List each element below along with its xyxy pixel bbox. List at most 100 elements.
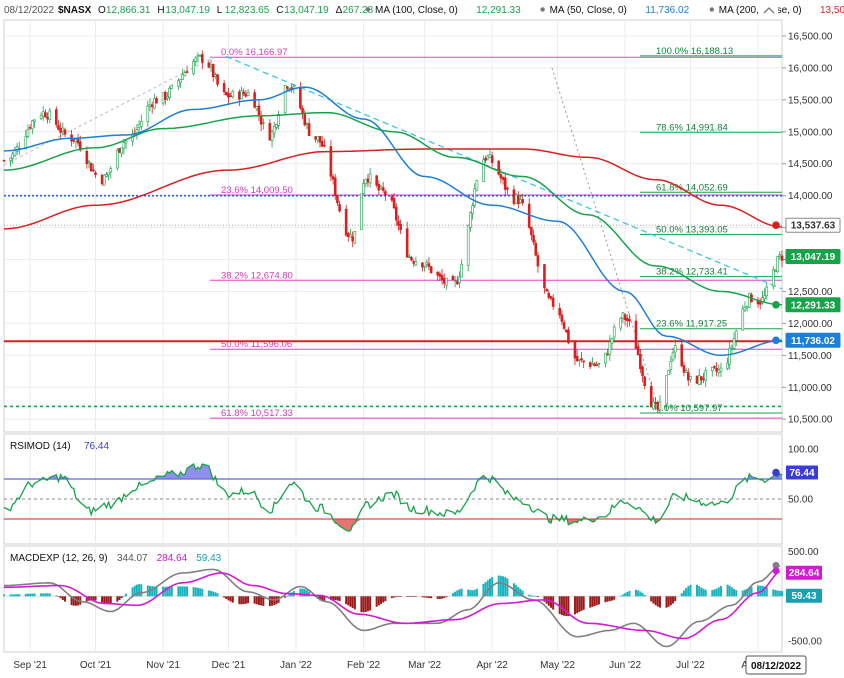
candle-body [519, 199, 522, 204]
candle-body [153, 98, 156, 109]
macd-histogram-bar [308, 591, 311, 597]
moving-average-line-0 [3, 148, 783, 230]
macd-histogram-bar [92, 596, 95, 601]
macd-histogram-bar [286, 595, 289, 597]
macd-histogram-bar [717, 587, 720, 597]
candle-body [682, 365, 686, 373]
candle-body [704, 370, 708, 381]
macd-histogram-bar [621, 594, 624, 597]
rsi-tag [786, 465, 818, 480]
candle-body [549, 296, 553, 299]
candle-body [778, 254, 782, 257]
macd-histogram-bar [689, 584, 692, 597]
price-layer: 0.0% 16,166.97 23.6% 14,009.50 38.2% 12,67… [2, 46, 841, 419]
study-label-0: MA (100, Close, 0) [375, 5, 458, 16]
candle-body [547, 292, 551, 298]
macd-tag-0 [786, 565, 822, 580]
macd-histogram-bar [454, 591, 457, 597]
macd-histogram-bar [186, 586, 189, 597]
macd-histogram-bar [216, 593, 219, 597]
candle-body [625, 318, 629, 322]
fib-left-label-2: 38.2% 12,674.80 [221, 270, 293, 281]
macd-histogram-bar [543, 596, 546, 602]
price-tick-label-5: 14,000.00 [788, 191, 833, 202]
candle-body [719, 367, 723, 372]
candle-body [177, 80, 180, 87]
candle-body [347, 233, 350, 237]
macd-histogram-bar [135, 584, 138, 597]
macd-histogram-bar [242, 596, 245, 605]
x-tick-label-3: Dec '21 [212, 660, 246, 671]
macd-histogram-bar [467, 589, 470, 597]
macd-histogram-bar [687, 586, 690, 597]
macd-histogram-bar [207, 590, 210, 597]
macd-histogram-bar [774, 590, 777, 597]
price-tag-1 [785, 249, 841, 265]
fib-right-label-3: 50.0% 13,393.05 [656, 224, 728, 235]
rsi-title: RSIMOD (14) 76.44 [10, 441, 109, 452]
candle-body [771, 269, 775, 287]
fib-right-label-0: 100.0% 16,188.13 [656, 46, 733, 57]
macd-histogram-bar [704, 589, 707, 597]
candle-body [148, 104, 152, 107]
candle-body [375, 175, 378, 186]
macd-histogram-bar [608, 596, 611, 602]
candle-body [318, 136, 322, 143]
candle-body [686, 372, 690, 381]
candle-body [397, 220, 400, 226]
candle-body [564, 329, 568, 332]
header-ohlc-value-3: 13,047.19 [284, 5, 329, 16]
header-date: 08/12/2022 [4, 5, 54, 16]
macd-title-value-1: 284.64 [157, 553, 188, 564]
price-tag-dot-0 [772, 221, 780, 229]
chevron-up-icon[interactable] [760, 2, 778, 18]
macd-histogram-bar [140, 584, 143, 597]
candle-body [146, 105, 150, 122]
candle-body [765, 286, 769, 297]
candle-body [244, 93, 248, 97]
macd-histogram-bar [382, 596, 385, 603]
candle-body [639, 354, 642, 370]
candle-body [534, 242, 538, 256]
macd-histogram-bar [364, 596, 367, 612]
candle-body [255, 106, 259, 110]
candle-body [455, 281, 459, 285]
header-ohlc-value-2: 12,823.65 [225, 5, 270, 16]
candle-body [471, 205, 474, 214]
candle-body [490, 155, 494, 164]
macd-histogram-bar [719, 585, 722, 597]
candle-body [776, 256, 779, 273]
macd-histogram-bar [24, 593, 27, 597]
macd-histogram-bar [29, 593, 32, 597]
macd-histogram-bar [595, 596, 598, 606]
candle-body [224, 91, 228, 96]
candle-body [521, 199, 524, 204]
rsi-title-value: 76.44 [84, 441, 109, 452]
candle-body [730, 346, 734, 349]
candle-body [362, 183, 365, 194]
candle-body [9, 157, 12, 161]
macd-histogram-bar [763, 586, 766, 597]
macd-histogram-bar [214, 592, 217, 597]
candle-body [695, 375, 699, 384]
macd-histogram-bar [425, 596, 428, 598]
candle-body [580, 358, 583, 361]
macd-histogram-bar [665, 596, 668, 608]
trendline-gray-down [551, 67, 661, 413]
price-tick-label-3: 15,000.00 [788, 127, 833, 138]
candle-body [364, 178, 368, 184]
macd-histogram-bar [170, 586, 173, 597]
macd-histogram-bar [18, 594, 21, 597]
candle-body [623, 314, 627, 320]
candle-body [667, 370, 670, 375]
macd-histogram-bar [597, 596, 600, 605]
macd-signal-line [4, 570, 781, 640]
macd-histogram-bar [70, 596, 73, 606]
rsi-line [3, 463, 783, 532]
macd-histogram-bar [456, 590, 459, 597]
rsi-layer: 76.44 [3, 463, 818, 532]
macd-histogram-bar [650, 596, 653, 602]
macd-histogram-bar [255, 596, 258, 605]
candle-body [63, 129, 67, 135]
